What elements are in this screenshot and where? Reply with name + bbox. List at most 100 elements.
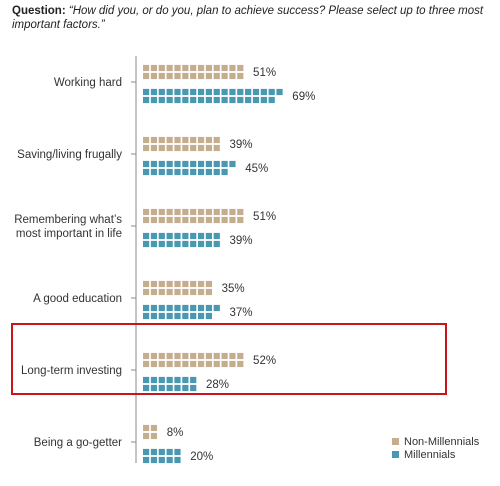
bar-square <box>197 288 205 296</box>
bar-square <box>190 168 197 176</box>
bar-square <box>166 448 173 456</box>
bar-square <box>221 208 228 216</box>
bar-square <box>174 384 181 392</box>
bar-square <box>158 288 165 296</box>
bar-square <box>150 72 158 80</box>
bar-non-millennials <box>143 280 212 296</box>
bar-square <box>143 352 150 360</box>
bar-square <box>252 88 260 96</box>
question-text: “How did you, or do you, plan to achieve… <box>12 5 484 31</box>
bar-square <box>150 168 158 176</box>
bar-square <box>197 208 205 216</box>
bar-square <box>190 360 197 368</box>
bar-square <box>205 144 212 152</box>
bar-square <box>143 240 150 248</box>
bar-square <box>190 64 197 72</box>
bar-square <box>182 360 189 368</box>
bar-square <box>197 64 205 72</box>
bar-square <box>143 208 150 216</box>
bar-square <box>143 136 150 144</box>
bar-square <box>158 136 165 144</box>
bar-square <box>190 88 197 96</box>
bar-square <box>150 456 158 464</box>
bar-non-millennials <box>143 64 244 80</box>
bar-square <box>158 312 165 320</box>
data-label-millennials: 39% <box>230 235 253 247</box>
bar-square <box>190 376 197 384</box>
bar-square <box>197 136 205 144</box>
bar-square <box>205 216 212 224</box>
bar-square <box>221 72 228 80</box>
bar-square <box>213 88 220 96</box>
bar-square <box>143 312 150 320</box>
bar-square <box>229 160 236 168</box>
bar-square <box>143 232 150 240</box>
data-label-millennials: 28% <box>206 379 229 391</box>
bar-millennials <box>143 232 220 248</box>
bar-square <box>213 240 220 248</box>
bar-square <box>150 312 158 320</box>
bar-square <box>197 360 205 368</box>
bar-square <box>143 216 150 224</box>
bar-square <box>221 168 228 176</box>
bar-square <box>237 208 244 216</box>
bar-non-millennials <box>143 208 244 224</box>
bar-square <box>252 96 260 104</box>
bar-square <box>213 352 220 360</box>
bar-square <box>205 64 212 72</box>
bar-square <box>150 448 158 456</box>
bar-square <box>213 216 220 224</box>
bar-square <box>150 144 158 152</box>
bar-square <box>213 96 220 104</box>
bar-square <box>213 64 220 72</box>
bar-square <box>166 144 173 152</box>
bar-non-millennials <box>143 424 158 440</box>
bar-square <box>143 280 150 288</box>
bar-square <box>166 136 173 144</box>
bar-square <box>197 240 205 248</box>
bar-square <box>190 232 197 240</box>
bar-square <box>158 280 165 288</box>
bar-square <box>174 64 181 72</box>
bar-square <box>213 160 220 168</box>
bar-square <box>182 288 189 296</box>
bar-square <box>174 448 181 456</box>
bar-square <box>143 168 150 176</box>
bar-square <box>158 216 165 224</box>
bar-square <box>150 232 158 240</box>
bar-square <box>166 352 173 360</box>
bar-square <box>158 304 165 312</box>
bar-square <box>143 376 150 384</box>
bar-square <box>150 280 158 288</box>
bar-square <box>166 376 173 384</box>
bar-square <box>174 240 181 248</box>
bar-square <box>229 208 236 216</box>
bar-square <box>205 360 212 368</box>
bar-square <box>245 96 252 104</box>
bar-square <box>174 280 181 288</box>
question-label: Question: <box>12 5 66 17</box>
bar-square <box>174 312 181 320</box>
bar-square <box>174 168 181 176</box>
legend-swatch-non-millennials <box>392 438 399 445</box>
bar-square <box>150 216 158 224</box>
bar-square <box>158 232 165 240</box>
bar-square <box>182 64 189 72</box>
bar-square <box>205 96 212 104</box>
bar-square <box>237 72 244 80</box>
bar-square <box>174 160 181 168</box>
bar-square <box>260 96 267 104</box>
data-label-non-millennials: 52% <box>253 355 276 367</box>
bar-square <box>205 160 212 168</box>
bar-square <box>166 88 173 96</box>
bar-non-millennials <box>143 352 244 368</box>
bar-square <box>143 72 150 80</box>
bar-square <box>174 232 181 240</box>
bar-square <box>150 96 158 104</box>
bar-square <box>213 304 220 312</box>
data-label-non-millennials: 51% <box>253 67 276 79</box>
bar-square <box>237 88 244 96</box>
bar-square <box>182 144 189 152</box>
bar-square <box>197 144 205 152</box>
bar-square <box>237 96 244 104</box>
